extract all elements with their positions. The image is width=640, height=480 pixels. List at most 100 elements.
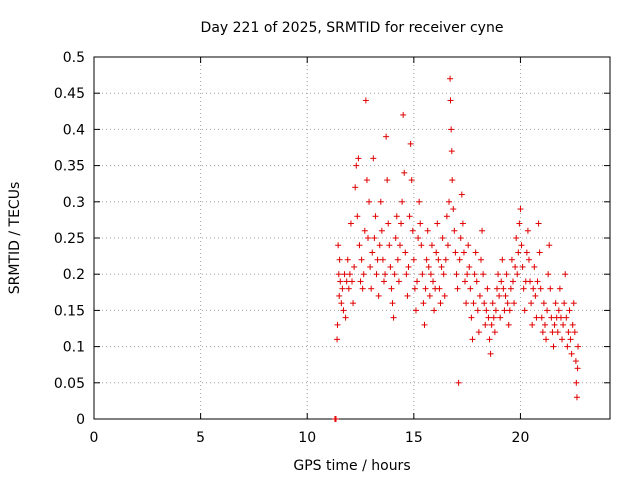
data-point	[450, 206, 457, 213]
data-point	[369, 249, 376, 256]
data-point	[552, 300, 559, 307]
data-point	[561, 300, 568, 307]
data-point	[344, 256, 351, 263]
data-point	[410, 256, 417, 263]
data-point	[490, 314, 497, 321]
data-point	[358, 256, 365, 263]
data-point	[464, 271, 471, 278]
data-point	[428, 242, 435, 249]
data-point	[441, 292, 448, 299]
data-point	[574, 365, 581, 372]
data-point	[569, 321, 576, 328]
y-tick-label: 0.25	[54, 231, 85, 247]
data-point	[375, 292, 382, 299]
data-point	[407, 140, 414, 147]
data-point	[394, 256, 401, 263]
data-point	[456, 256, 463, 263]
y-tick-label: 0.5	[63, 50, 85, 66]
data-point	[540, 300, 547, 307]
data-point	[334, 336, 341, 343]
data-point	[405, 263, 412, 270]
data-point	[501, 307, 508, 314]
data-point	[452, 249, 459, 256]
data-point	[543, 336, 550, 343]
data-point	[443, 213, 450, 220]
data-point	[372, 213, 379, 220]
x-tick-label: 5	[196, 430, 205, 446]
data-point	[336, 256, 343, 263]
data-point	[520, 285, 527, 292]
data-point	[336, 292, 343, 299]
data-point	[420, 300, 427, 307]
y-tick-label: 0.05	[54, 376, 85, 392]
data-point	[435, 256, 442, 263]
data-point	[438, 263, 445, 270]
data-point	[521, 307, 528, 314]
data-point	[403, 271, 410, 278]
data-point	[506, 307, 513, 314]
data-point	[505, 321, 512, 328]
data-point	[487, 350, 494, 357]
data-point	[460, 249, 467, 256]
data-point	[562, 271, 569, 278]
data-point	[527, 278, 534, 285]
data-point	[551, 321, 558, 328]
data-point	[559, 336, 566, 343]
data-point	[482, 321, 489, 328]
data-point	[392, 235, 399, 241]
data-point	[366, 198, 373, 205]
data-point	[387, 263, 394, 270]
grid-lines	[94, 57, 610, 419]
data-point	[400, 111, 407, 118]
data-point	[500, 285, 507, 292]
data-point	[484, 285, 491, 292]
data-point	[434, 220, 441, 227]
data-point	[573, 394, 580, 401]
data-point	[537, 285, 544, 292]
data-point	[347, 220, 354, 227]
data-point	[395, 278, 402, 285]
data-point	[380, 278, 387, 285]
data-point	[538, 314, 545, 321]
data-point	[423, 256, 430, 263]
data-point	[367, 263, 374, 270]
data-point	[508, 256, 515, 263]
data-point	[571, 329, 578, 336]
data-point	[393, 213, 400, 220]
data-point	[357, 278, 364, 285]
y-tick-label: 0.4	[63, 122, 85, 138]
data-point	[384, 177, 391, 184]
data-point	[474, 307, 481, 314]
data-point	[416, 198, 423, 205]
data-point	[517, 206, 524, 213]
data-point	[469, 336, 476, 343]
data-point	[417, 220, 424, 227]
data-point	[556, 285, 563, 292]
data-point	[335, 271, 342, 278]
y-tick-label: 0.1	[63, 340, 85, 356]
data-point	[360, 271, 367, 278]
data-point	[437, 300, 444, 307]
data-point	[514, 271, 521, 278]
data-point	[524, 227, 531, 234]
data-point	[495, 271, 502, 278]
data-point	[391, 271, 398, 278]
data-point	[401, 169, 408, 176]
data-point	[530, 285, 537, 292]
data-point	[368, 285, 375, 292]
data-point	[465, 242, 472, 249]
data-point	[431, 307, 438, 314]
data-point	[503, 271, 510, 278]
y-tick-label: 0.45	[54, 86, 85, 102]
data-point	[512, 263, 519, 270]
data-point	[531, 263, 538, 270]
data-point	[448, 148, 455, 155]
data-point	[334, 321, 341, 328]
data-point	[519, 263, 526, 270]
data-point	[447, 97, 454, 104]
data-point	[555, 307, 562, 314]
data-point	[481, 300, 488, 307]
data-point	[359, 285, 366, 292]
data-point	[457, 235, 464, 241]
data-point	[525, 256, 532, 263]
